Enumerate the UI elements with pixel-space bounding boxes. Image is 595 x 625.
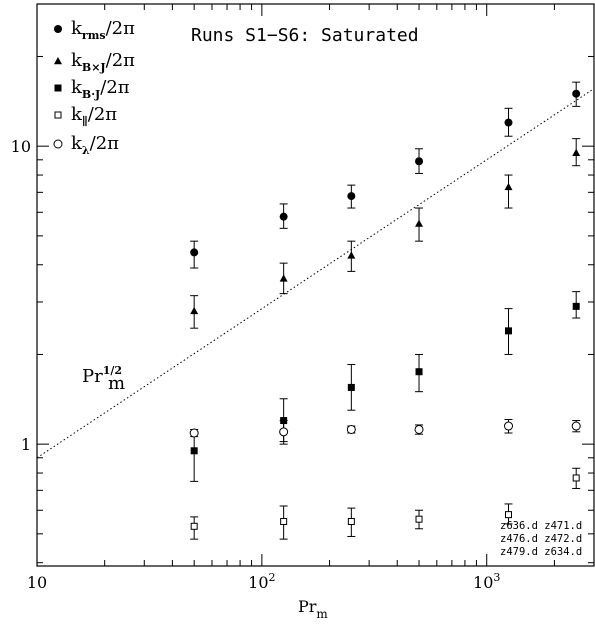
legend-entry-suffix: /2π xyxy=(88,104,118,125)
x-tick-label-exp: 2 xyxy=(269,571,276,584)
legend-entry-sub: B·J xyxy=(82,88,100,101)
data-point xyxy=(572,474,580,482)
legend-entry-suffix: /2π xyxy=(106,18,136,39)
data-point xyxy=(415,157,424,166)
x-tick-label-exp: 3 xyxy=(493,571,500,584)
legend-entry: kB×J/2π xyxy=(71,50,135,74)
reference-line-group: Pr1/2m xyxy=(36,88,595,459)
legend-marker xyxy=(53,139,63,149)
legend-entry-sub: λ xyxy=(82,144,90,157)
data-point xyxy=(279,274,288,282)
x-tick-label-base: 10 xyxy=(473,573,493,592)
x-tick-label: 10 xyxy=(27,573,47,592)
series-1 xyxy=(190,138,581,329)
data-point xyxy=(415,219,424,227)
y-tick-label: 10 xyxy=(11,137,31,156)
x-tick-label-base: 10 xyxy=(27,573,47,592)
series-0 xyxy=(190,81,581,269)
legend-marker xyxy=(54,84,62,92)
x-tick-label: 102 xyxy=(248,571,275,592)
legend-entry-sub: rms xyxy=(82,29,106,42)
data-point xyxy=(504,182,513,191)
data-point xyxy=(189,428,199,438)
data-point xyxy=(414,424,424,434)
data-point xyxy=(504,118,513,127)
x-axis-label-sub: m xyxy=(316,607,328,621)
data-point xyxy=(279,427,289,437)
legend-marker xyxy=(54,25,62,33)
data-point xyxy=(347,518,355,526)
x-tick-label-base: 10 xyxy=(248,573,268,592)
reference-line-label-sub: m xyxy=(108,373,125,394)
data-point xyxy=(505,327,513,335)
legend-entry: krms/2π xyxy=(71,18,135,42)
data-point xyxy=(190,447,198,455)
legend-entry: kB·J/2π xyxy=(71,77,130,101)
data-point xyxy=(572,89,581,98)
legend-entry-base: k xyxy=(71,50,83,71)
data-point xyxy=(572,302,580,310)
x-axis-label: Prm xyxy=(298,597,328,621)
run-annotation: z476.d z472.d xyxy=(500,533,582,545)
run-annotation: z479.d z634.d xyxy=(500,546,582,558)
reference-line-label-exp: 1/2 xyxy=(103,364,122,377)
data-point xyxy=(190,306,199,315)
legend-entry-suffix: /2π xyxy=(106,50,136,71)
legend-entry-base: k xyxy=(71,77,83,98)
legend-marker xyxy=(54,111,62,119)
x-axis-label-base: Pr xyxy=(298,597,317,616)
legend-entry-base: k xyxy=(71,133,83,154)
legend-entry-base: k xyxy=(71,104,83,125)
data-point xyxy=(571,421,581,431)
data-point xyxy=(347,251,356,259)
data-point xyxy=(347,383,355,391)
legend-entry-sub: B×J xyxy=(82,61,106,74)
legend-marker xyxy=(54,57,62,65)
series-group xyxy=(189,81,581,540)
legend-entry-suffix: /2π xyxy=(100,77,130,98)
series-4 xyxy=(189,418,581,443)
legend-entry-suffix: /2π xyxy=(90,133,120,154)
data-point xyxy=(572,148,581,157)
legend-entry: k∥/2π xyxy=(71,104,117,128)
data-point xyxy=(279,212,288,221)
data-point xyxy=(280,518,288,526)
data-point xyxy=(190,522,198,530)
x-tick-label: 103 xyxy=(473,571,500,592)
run-annotation: z636.d z471.d xyxy=(500,520,582,532)
legend-entry: kλ/2π xyxy=(71,133,119,157)
axis-ticks xyxy=(36,3,595,566)
data-point xyxy=(504,421,514,431)
legend-entry-sub: ∥ xyxy=(82,115,88,128)
series-2 xyxy=(190,291,581,482)
chart-title: Runs S1−S6: Saturated xyxy=(191,25,419,46)
series-3 xyxy=(190,467,581,540)
reference-line-label: Pr1/2 xyxy=(82,364,122,387)
legend-entry-base: k xyxy=(71,18,83,39)
plot-frame xyxy=(36,3,595,567)
data-point xyxy=(415,515,423,523)
data-point xyxy=(505,511,513,519)
data-point xyxy=(347,192,356,201)
data-point xyxy=(346,424,356,434)
data-point xyxy=(190,248,199,257)
data-point xyxy=(415,368,423,376)
reference-line xyxy=(36,88,595,459)
y-tick-label: 1 xyxy=(21,435,31,454)
reference-line-label-base: Pr xyxy=(82,366,103,387)
